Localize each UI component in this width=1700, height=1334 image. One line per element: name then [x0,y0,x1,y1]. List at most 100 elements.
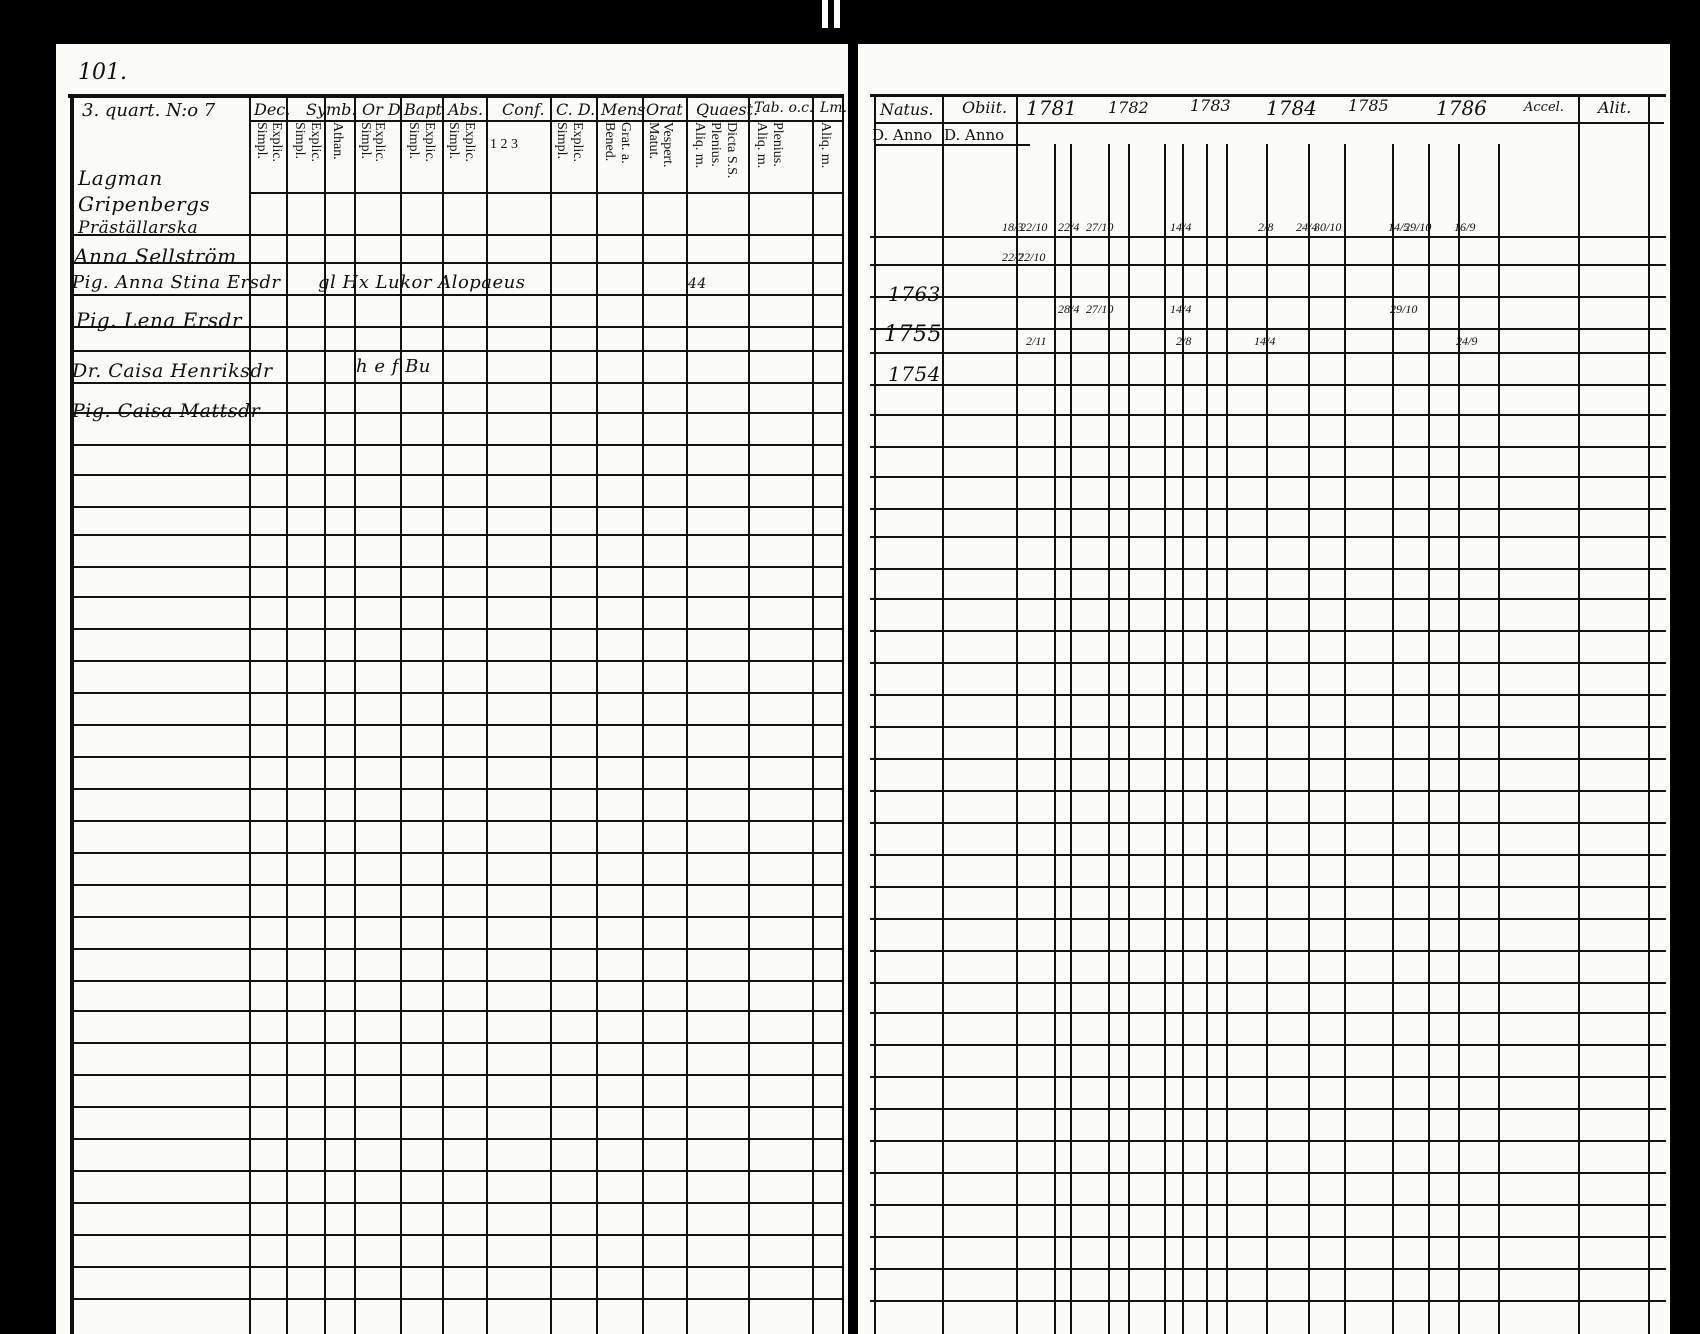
column-rule [1392,144,1394,1334]
column-rule [686,96,688,1334]
header-dec: Dec. [254,100,291,119]
sub-header: Aliq. m. [818,122,833,169]
column-rule [400,96,402,1334]
row-rule [70,1298,844,1300]
row-rule [870,822,1666,824]
row-rule [870,1012,1666,1014]
top-rule [870,94,1666,97]
column-rule [874,96,876,1334]
sub-header: Bened. [602,122,617,162]
birth-year: 1755 [884,322,942,347]
column-rule [842,96,844,1334]
header-year: 1785 [1348,96,1389,115]
row-rule [870,1140,1666,1142]
row-rule [874,122,1664,124]
sub-header: Matut. [646,122,661,159]
row-rule [870,568,1666,570]
row-rule [70,1074,844,1076]
row-rule [70,692,844,694]
column-rule [1578,96,1580,1334]
row-rule [70,1138,844,1140]
row-rule [870,536,1666,538]
column-rule [642,96,644,1334]
examination-mark: 14/4 [1170,220,1192,234]
column-rule [1428,144,1430,1334]
row-rule [70,534,844,536]
household-heading-line: Gripenbergs [78,192,211,216]
row-rule [870,352,1666,354]
row-rule [874,144,1030,146]
row-rule [70,820,844,822]
row-rule [870,1108,1666,1110]
column-rule [354,96,356,1334]
sub-header: Simpl. [406,122,421,159]
header-year: 1783 [1190,96,1231,115]
column-rule [1164,144,1166,1334]
header-natus: Natus. [880,100,934,119]
column-rule [1054,144,1056,1334]
sub-header: Explic. [422,122,437,163]
book-binding-clip [816,0,846,28]
header-orat: Orat [646,100,683,119]
row-rule [70,294,844,296]
row-rule [870,758,1666,760]
row-rule [870,854,1666,856]
row-rule [70,1170,844,1172]
sub-header: Athan. [330,122,345,160]
sub-header: Simpl. [446,122,461,159]
top-rule [68,94,844,98]
examination-mark: 30/10 [1314,220,1342,234]
household-heading-line: Präställarska [78,218,199,238]
household-heading-line: Lagman [78,166,163,190]
row-rule [70,326,844,328]
header-tab: Tab. o.c. [754,100,814,116]
examination-mark: 24/9 [1456,334,1478,348]
row-rule [70,852,844,854]
row-rule [70,1234,844,1236]
examination-mark: 14/4 [1170,302,1192,316]
column-rule [442,96,444,1334]
examination-mark: 28/4 [1058,302,1080,316]
sub-header: Simpl. [254,122,269,159]
column-rule [1266,144,1268,1334]
row-rule [70,724,844,726]
row-rule [70,412,844,414]
row-rule [870,662,1666,664]
column-rule [1206,144,1208,1334]
examination-mark: 18/3 [1002,220,1024,234]
sub-header: Aliq. m. [692,122,707,169]
row-rule [70,234,844,236]
header-lm: Lm. [820,100,848,116]
row-rule [70,474,844,476]
header-year: 1786 [1436,96,1487,120]
row-rule [70,1202,844,1204]
sub-header: 1 2 3 [490,137,518,152]
column-rule [249,96,251,1334]
header-year: 1781 [1026,96,1077,120]
right-page: Natus. Obiit. 1781 1782 1783 1784 1785 1… [858,44,1670,1334]
column-rule [1344,144,1346,1334]
entry-notes: gl Hx Lukor Alopaeus [318,272,526,293]
entry-name: Dr. Caisa Henriksdr [72,360,273,382]
row-rule [870,1172,1666,1174]
row-rule [70,948,844,950]
header-cd: C. D. [556,100,596,119]
row-rule [870,296,1666,298]
entry-name: Pig. Lena Ersdr [76,308,242,332]
row-rule [70,566,844,568]
sub-header: Plenius. [770,122,785,167]
column-rule [286,96,288,1334]
row-rule [70,628,844,630]
row-rule [870,1236,1666,1238]
entry-name: Pig. Caisa Mattsdr [72,400,261,422]
entry-mark: 44 [688,276,707,292]
header-bapt: Bapt [404,100,442,119]
sub-header: Explic. [269,122,284,163]
row-rule [870,384,1666,386]
examination-mark: 29/10 [1390,302,1418,316]
row-rule [70,382,844,384]
header-symb: Symb. [306,100,357,119]
row-rule [70,756,844,758]
row-rule [70,884,844,886]
examination-mark: 24/4 [1296,220,1318,234]
